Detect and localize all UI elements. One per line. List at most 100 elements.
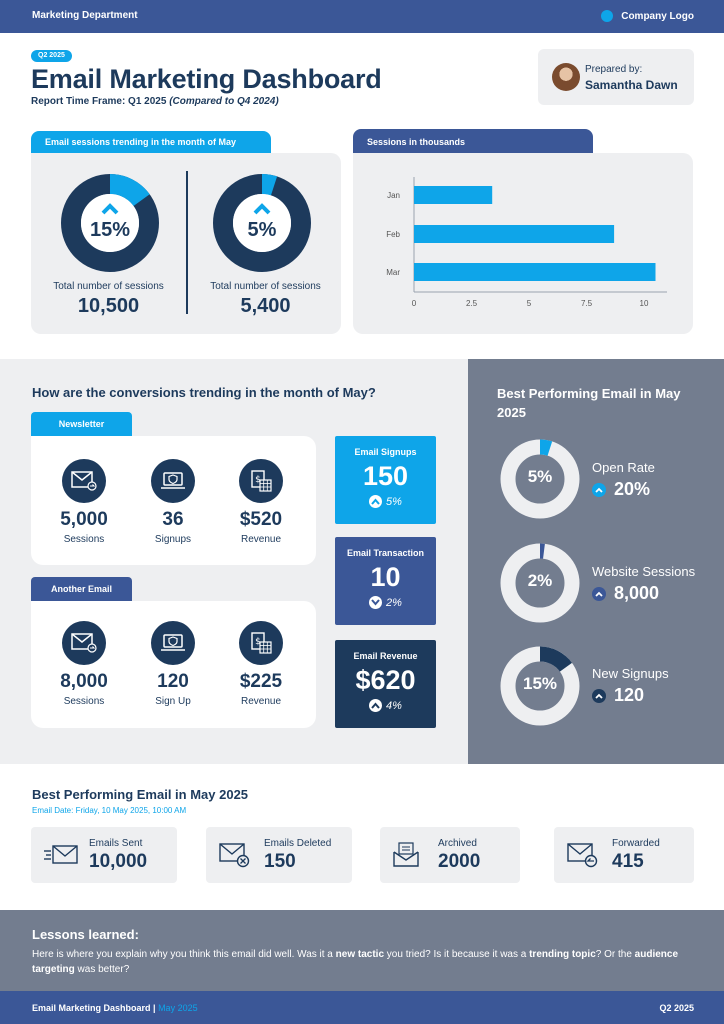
kpi-change: 2% xyxy=(335,596,436,609)
chart-category-label: Feb xyxy=(386,230,400,239)
stat-value: 5,000 xyxy=(60,509,108,530)
footer-bar: Email Marketing Dashboard | May 2025 Q2 … xyxy=(0,991,724,1024)
forward-envelope-icon xyxy=(567,843,598,868)
stat-revenue: $ $225 Revenue xyxy=(226,621,296,707)
group-label-another-email: Another Email xyxy=(31,577,132,601)
lessons-section: Lessons learned: Here is where you expla… xyxy=(0,910,724,991)
stat-label: Archived xyxy=(438,838,477,849)
chart-tick-label: 2.5 xyxy=(466,299,478,308)
stat-signups: 120 Sign Up xyxy=(138,621,208,707)
stat-value: 415 xyxy=(612,851,644,872)
best-email-stats-title: Best Performing Email in May 2025 xyxy=(32,787,249,802)
stat-label: Revenue xyxy=(240,534,282,545)
website-sessions-percent: 2% xyxy=(527,571,553,590)
stat-emails-sent: Emails Sent 10,000 xyxy=(31,827,177,883)
open-rate-arc xyxy=(500,439,580,519)
kpi-value: 10 xyxy=(370,562,401,592)
sessions-chart-card: Jan Feb Mar 0 2.5 5 7.5 10 xyxy=(353,153,693,334)
website-sessions-arc xyxy=(500,543,580,623)
kpi-change: 5% xyxy=(335,495,436,508)
open-rate-donut xyxy=(500,439,580,519)
svg-text:$: $ xyxy=(255,637,261,647)
kpi-change: 4% xyxy=(335,699,436,712)
stat-label: Emails Sent xyxy=(89,838,143,849)
footer-separator: | xyxy=(150,1003,159,1013)
kpi-title: Email Transaction xyxy=(346,548,425,558)
timeframe-text: Report Time Frame: Q1 2025 xyxy=(31,96,170,107)
stat-label: Signups xyxy=(154,534,192,545)
stat-label: Sessions xyxy=(63,696,105,707)
logo-dot-icon xyxy=(601,10,614,22)
prepared-by-label: Prepared by: xyxy=(585,64,643,75)
envelope-icon xyxy=(62,621,106,665)
lessons-body: Here is where you explain why you think … xyxy=(32,947,682,977)
sessions-bar-chart: Jan Feb Mar 0 2.5 5 7.5 10 xyxy=(386,177,667,308)
chart-tick-label: 5 xyxy=(527,299,532,308)
sessions-percent-2: 5% xyxy=(247,219,277,241)
kpi-title: Email Signups xyxy=(354,447,417,457)
kpi-email-revenue: Email Revenue $620 4% xyxy=(335,640,436,728)
department-label: Marketing Department xyxy=(32,10,138,21)
company-logo: Company Logo xyxy=(601,10,694,22)
stat-value: $520 xyxy=(239,509,283,530)
website-sessions-value: 8,000 xyxy=(592,583,659,604)
chevron-up-icon xyxy=(369,495,383,508)
svg-text:$: $ xyxy=(255,475,261,485)
stat-label: Sessions xyxy=(63,534,105,545)
stat-value: 10,000 xyxy=(89,851,148,872)
kpi-email-transaction: Email Transaction 10 2% xyxy=(335,537,436,625)
stat-value: $225 xyxy=(239,671,283,692)
lessons-title: Lessons learned: xyxy=(32,927,139,942)
sessions-donut-2 xyxy=(213,174,311,272)
footer-title: Email Marketing Dashboard | May 2025 xyxy=(32,1003,198,1013)
total-sessions-label-2: Total number of sessions xyxy=(210,281,321,292)
chart-bar xyxy=(414,186,493,204)
open-rate-value: 20% xyxy=(592,479,650,500)
total-sessions-value-2: 5,400 xyxy=(240,295,291,317)
stat-archived: Archived 2000 xyxy=(380,827,520,883)
total-sessions-value-1: 10,500 xyxy=(77,295,140,317)
stat-value: 120 xyxy=(157,671,189,692)
fast-envelope-icon xyxy=(44,845,78,864)
group-label-newsletter: Newsletter xyxy=(31,412,132,436)
stat-label: Emails Deleted xyxy=(264,838,332,849)
lessons-text: was better? xyxy=(74,964,130,975)
website-sessions-donut xyxy=(500,543,580,623)
revenue-sheet-icon: $ xyxy=(239,459,283,503)
conversions-question: How are the conversions trending in the … xyxy=(32,385,376,400)
page-title: Email Marketing Dashboard xyxy=(31,64,382,94)
company-logo-label: Company Logo xyxy=(621,10,694,22)
stat-label: Forwarded xyxy=(612,838,660,849)
chart-category-label: Mar xyxy=(386,268,400,277)
chevron-down-icon xyxy=(369,596,383,609)
lessons-text: you tried? Is it because it was a xyxy=(384,949,530,960)
card-divider xyxy=(186,171,188,314)
total-sessions-label-1: Total number of sessions xyxy=(53,281,164,292)
open-rate-percent: 5% xyxy=(527,467,553,486)
chevron-up-icon xyxy=(592,688,606,703)
sessions-trend-card: 15% Total number of sessions 10,500 5% T… xyxy=(31,153,341,334)
lessons-text: ? Or the xyxy=(595,949,635,960)
prepared-by-name: Samantha Dawn xyxy=(585,78,678,92)
timeframe-comparison: (Compared to Q4 2024) xyxy=(169,96,279,107)
stat-value: 8,000 xyxy=(60,671,108,692)
avatar xyxy=(552,63,580,91)
open-rate-label: Open Rate xyxy=(592,460,655,475)
top-bar: Marketing Department Company Logo xyxy=(0,0,724,33)
kpi-title: Email Revenue xyxy=(353,651,418,661)
lessons-emphasis: audience targeting xyxy=(32,949,679,975)
email-date: Email Date: Friday, 10 May 2025, 10:00 A… xyxy=(32,806,187,815)
lessons-text: Here is where you explain why you think … xyxy=(32,949,336,960)
footer-quarter: Q2 2025 xyxy=(659,1003,694,1013)
stat-emails-deleted: Emails Deleted 150 xyxy=(206,827,352,883)
revenue-sheet-icon: $ xyxy=(239,621,283,665)
laptop-shield-icon xyxy=(151,459,195,503)
sessions-trend-tab: Email sessions trending in the month of … xyxy=(31,131,271,155)
chart-category-label: Jan xyxy=(387,191,400,200)
footer-month: May 2025 xyxy=(158,1003,198,1013)
website-sessions-number: 8,000 xyxy=(614,583,660,603)
archive-envelope-icon xyxy=(393,842,419,867)
kpi-email-signups: Email Signups 150 5% xyxy=(335,436,436,524)
kpi-change-value: 4% xyxy=(386,699,402,712)
stat-sessions: 8,000 Sessions xyxy=(49,621,119,707)
